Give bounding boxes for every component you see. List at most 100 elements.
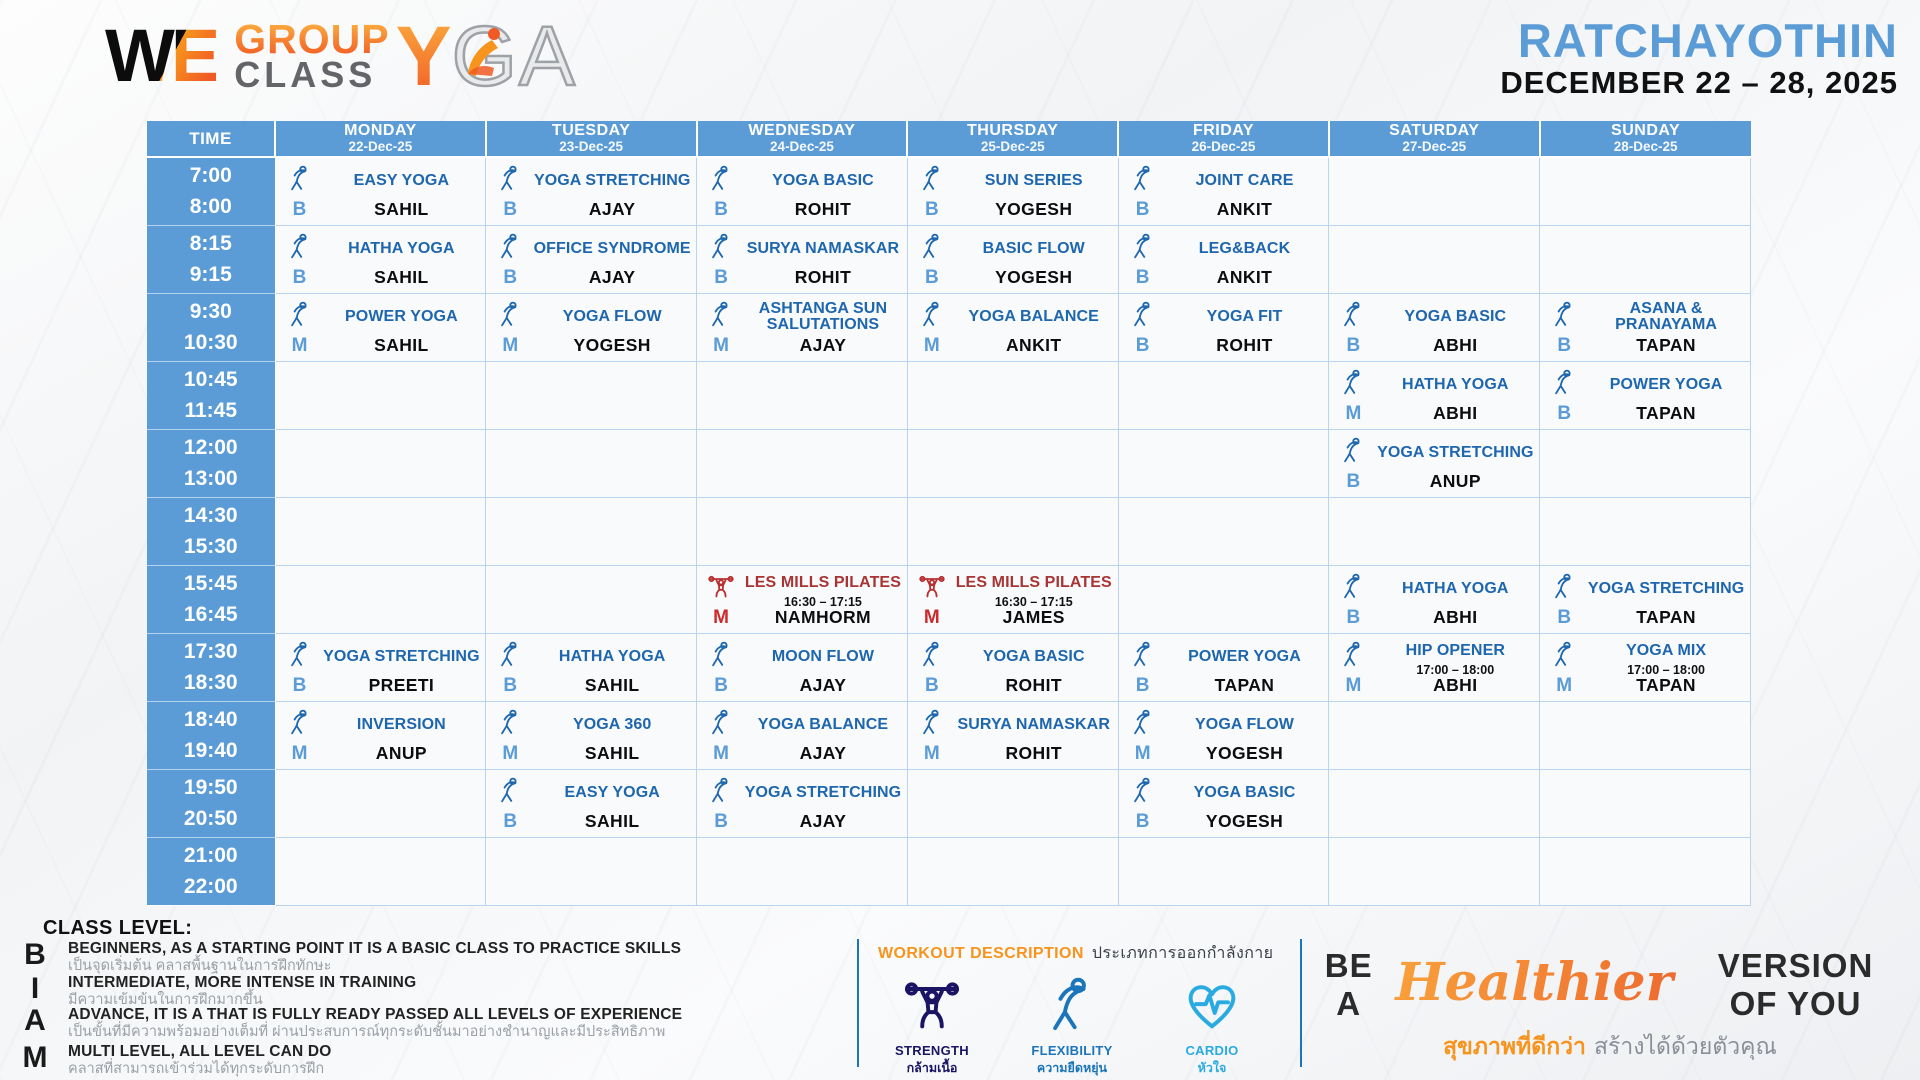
class-name: HATHA YOGA xyxy=(1402,375,1509,393)
schedule-cell xyxy=(485,836,698,906)
class-name: EASY YOGA xyxy=(564,783,660,801)
schedule-cell xyxy=(696,360,908,430)
flexibility-icon xyxy=(1338,641,1368,668)
schedule-cell: B YOGA STRETCHING AJAY xyxy=(696,768,908,838)
footer-legend: CLASS LEVEL: B BEGINNERS, AS A STARTING … xyxy=(0,907,1920,1080)
class-level-letter: B xyxy=(503,810,518,832)
schedule-cell: M YOGA 360 SAHIL xyxy=(485,700,698,770)
class-level-letter: B xyxy=(924,266,939,288)
flexibility-icon xyxy=(1012,969,1132,1041)
class-instructor: ROHIT xyxy=(794,267,852,288)
class-level-letter: B xyxy=(292,674,307,696)
flexibility-icon xyxy=(285,165,315,192)
class-level-letter: B xyxy=(1346,470,1361,492)
flexibility-icon xyxy=(1549,573,1579,600)
class-name: EASY YOGA xyxy=(353,171,450,189)
class-instructor: ROHIT xyxy=(1005,675,1062,696)
class-instructor: SAHIL xyxy=(374,335,429,356)
class-level-item: I INTERMEDIATE, MORE INTENSE IN TRAINING… xyxy=(14,973,844,1008)
class-level-letter: M xyxy=(502,742,519,764)
schedule-cell xyxy=(696,496,908,566)
schedule-cell xyxy=(1117,428,1330,498)
class-name: YOGA STRETCHING xyxy=(533,171,691,189)
page-header: WE GROUP CLASS YGA RATCHAYOTHIN DECEMBER… xyxy=(0,0,1920,120)
day-header-thursday: THURSDAY 25-Dec-25 xyxy=(906,121,1120,158)
flexibility-icon xyxy=(1549,369,1579,396)
schedule-cell: M YOGA BALANCE AJAY xyxy=(696,700,908,770)
time-column-header: TIME xyxy=(147,121,276,158)
level-description-en: MULTI LEVEL, ALL LEVEL CAN DO xyxy=(68,1043,332,1060)
class-name: YOGA BALANCE xyxy=(757,715,889,733)
class-level-letter: B xyxy=(1557,402,1572,424)
flexibility-icon xyxy=(1549,641,1579,668)
cardio-icon xyxy=(1152,969,1272,1041)
schedule-cell: B EASY YOGA SAHIL xyxy=(485,768,698,838)
day-header-wednesday: WEDNESDAY 24-Dec-25 xyxy=(695,121,909,158)
schedule-cell xyxy=(1539,156,1751,226)
class-name: YOGA BALANCE xyxy=(968,307,1099,325)
workout-description-title: WORKOUT DESCRIPTION ประเภทการออกกำลังกาย xyxy=(878,945,1274,962)
class-name: JOINT CARE xyxy=(1195,171,1294,189)
workout-type-strength: STRENGTH กล้ามเนื้อ xyxy=(872,969,992,1078)
time-cell: 8:15 9:15 xyxy=(147,224,276,294)
class-instructor: TAPAN xyxy=(1636,607,1696,628)
class-level-item: A ADVANCE, IT IS A THAT IS FULLY READY P… xyxy=(14,1005,844,1040)
level-description-th: คลาสที่สามารถเข้าร่วมได้ทุกระดับการฝึก xyxy=(68,1060,325,1077)
strength-icon xyxy=(706,573,736,600)
schedule-cell xyxy=(1117,564,1330,634)
time-cell: 17:30 18:30 xyxy=(147,632,276,702)
schedule-cell xyxy=(1117,360,1330,430)
flexibility-icon xyxy=(285,233,315,260)
class-level-letter: B xyxy=(714,674,728,696)
branch-title: RATCHAYOTHIN xyxy=(1517,14,1898,67)
class-level-letter: B xyxy=(1557,606,1572,628)
schedule-cell xyxy=(485,428,698,498)
schedule-cell: M POWER YOGA SAHIL xyxy=(274,292,487,362)
flexibility-icon xyxy=(1128,709,1158,736)
schedule-cell: B BASIC FLOW YOGESH xyxy=(906,224,1119,294)
class-level-letter: M xyxy=(291,742,308,764)
class-name: SURYA NAMASKAR xyxy=(746,239,900,257)
time-cell: 14:30 15:30 xyxy=(147,496,276,566)
flexibility-icon xyxy=(285,641,315,668)
flexibility-icon xyxy=(706,777,736,804)
time-end: 19:40 xyxy=(183,739,238,763)
day-header-saturday: SATURDAY 27-Dec-25 xyxy=(1327,121,1541,158)
class-name: POWER YOGA xyxy=(1609,375,1723,393)
class-level-letter: B xyxy=(1135,674,1150,696)
class-instructor: AJAY xyxy=(799,335,847,356)
class-instructor: YOGESH xyxy=(1205,811,1284,832)
class-instructor: YOGESH xyxy=(1205,743,1284,764)
schedule-cell: M HATHA YOGA ABHI xyxy=(1328,360,1541,430)
schedule-cell xyxy=(1539,768,1751,838)
class-name: YOGA BASIC xyxy=(1404,307,1507,325)
flexibility-icon xyxy=(285,709,315,736)
time-start: 10:45 xyxy=(183,367,238,391)
class-instructor: ANKIT xyxy=(1216,267,1273,288)
schedule-cell: B EASY YOGA SAHIL xyxy=(274,156,487,226)
class-level-letter: B xyxy=(1135,810,1150,832)
class-level-letter: B xyxy=(503,198,518,220)
class-name: HATHA YOGA xyxy=(558,647,666,665)
schedule-cell: M HIP OPENER 17:00 – 18:00 ABHI xyxy=(1328,632,1541,702)
class-name: MOON FLOW xyxy=(771,647,875,665)
flexibility-icon xyxy=(917,709,947,736)
class-name: INVERSION xyxy=(356,715,446,733)
schedule-cell: M YOGA BALANCE ANKIT xyxy=(906,292,1119,362)
class-instructor: ANKIT xyxy=(1216,199,1273,220)
class-level-title: CLASS LEVEL: xyxy=(43,917,193,939)
flexibility-icon xyxy=(495,641,525,668)
class-instructor: YOGESH xyxy=(573,335,651,356)
class-instructor: PREETI xyxy=(368,675,435,696)
schedule-table: TIME MONDAY 22-Dec-25 TUESDAY 23-Dec-25 WEDNE… xyxy=(147,121,1751,906)
time-cell: 9:30 10:30 xyxy=(147,292,276,362)
class-level-letter: M xyxy=(923,742,940,764)
time-end: 20:50 xyxy=(183,807,238,831)
time-end: 10:30 xyxy=(183,331,238,355)
schedule-cell xyxy=(1539,428,1751,498)
workout-type-name: FLEXIBILITY xyxy=(1031,1043,1113,1058)
class-level-letter: B xyxy=(1346,606,1361,628)
class-level-letter: B xyxy=(714,198,728,220)
flexibility-icon xyxy=(917,165,947,192)
class-instructor: ANUP xyxy=(375,743,427,764)
